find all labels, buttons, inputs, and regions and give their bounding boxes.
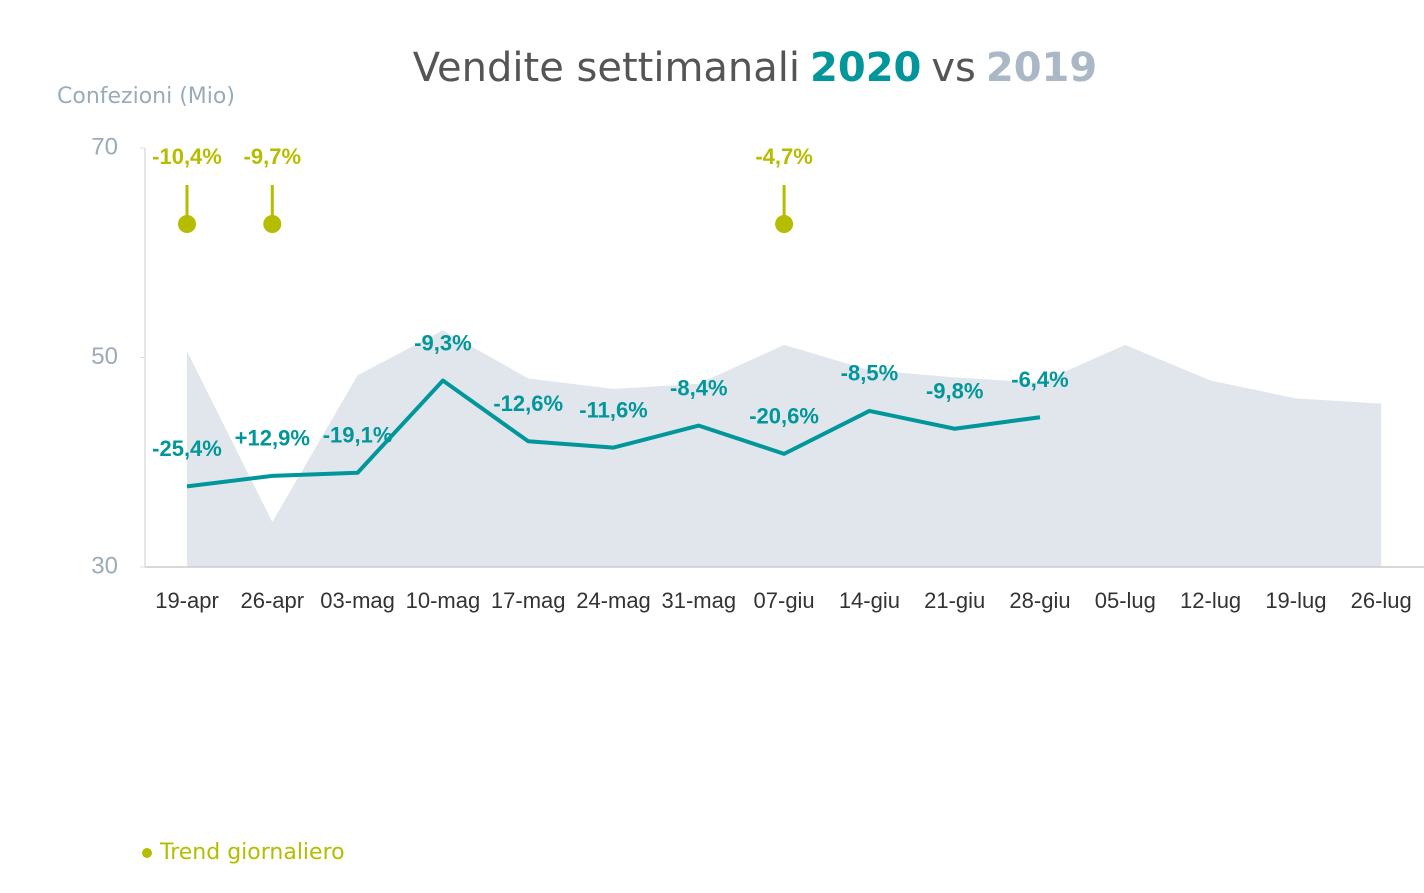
y-tick-label: 30: [91, 552, 118, 579]
line-2020: [186, 378, 1041, 489]
data-label: -6,4%: [1011, 367, 1068, 392]
data-label: -19,1%: [323, 423, 393, 448]
title-join: vs: [931, 45, 976, 91]
trend-marker: [775, 215, 794, 233]
x-tick-label: 17-mag: [491, 588, 566, 613]
x-tick-label: 12-lug: [1180, 588, 1241, 613]
legend-label: Trend giornaliero: [159, 840, 345, 865]
data-label: -12,6%: [493, 391, 563, 416]
x-tick-label: 19-lug: [1265, 588, 1326, 613]
x-tick-label: 19-apr: [155, 588, 219, 613]
x-tick-label: 26-apr: [241, 588, 305, 613]
trend-label: -9,7%: [244, 144, 301, 169]
y-axis-label: Confezioni (Mio): [57, 84, 235, 109]
trend-label: -10,4%: [152, 144, 222, 169]
data-label: -9,3%: [414, 330, 471, 355]
x-tick-label: 07-giu: [754, 588, 815, 613]
x-tick-label: 10-mag: [406, 588, 481, 613]
trend-marker: [178, 215, 196, 233]
x-tick-label: 03-mag: [320, 588, 395, 613]
x-tick-label: 05-lug: [1095, 588, 1156, 613]
x-tick-label: 14-giu: [839, 588, 900, 613]
x-tick-label: 26-lug: [1351, 588, 1412, 613]
x-tick-label: 21-giu: [924, 588, 985, 613]
data-label: -25,4%: [152, 436, 222, 461]
chart-title: Vendite settimanali 2020 vs 2019: [413, 45, 1097, 91]
trend-label: -4,7%: [755, 144, 812, 169]
title-2019: 2019: [986, 45, 1097, 91]
trend-marker: [263, 215, 282, 233]
data-label: -8,4%: [670, 375, 727, 400]
data-label: +12,9%: [235, 426, 310, 451]
title-text: Vendite settimanali: [413, 45, 800, 91]
x-tick-label: 24-mag: [576, 588, 651, 613]
data-label: -8,5%: [841, 361, 898, 386]
y-tick-label: 50: [91, 343, 118, 370]
x-tick-label: 31-mag: [662, 588, 737, 613]
data-label: -9,8%: [926, 379, 983, 404]
data-label: -20,6%: [749, 404, 819, 429]
legend-marker: [142, 848, 152, 858]
y-tick-label: 70: [91, 133, 118, 160]
area-2019: [187, 330, 1382, 567]
data-label: -11,6%: [579, 397, 648, 422]
title-2020: 2020: [810, 45, 921, 91]
x-tick-label: 28-giu: [1009, 588, 1070, 613]
